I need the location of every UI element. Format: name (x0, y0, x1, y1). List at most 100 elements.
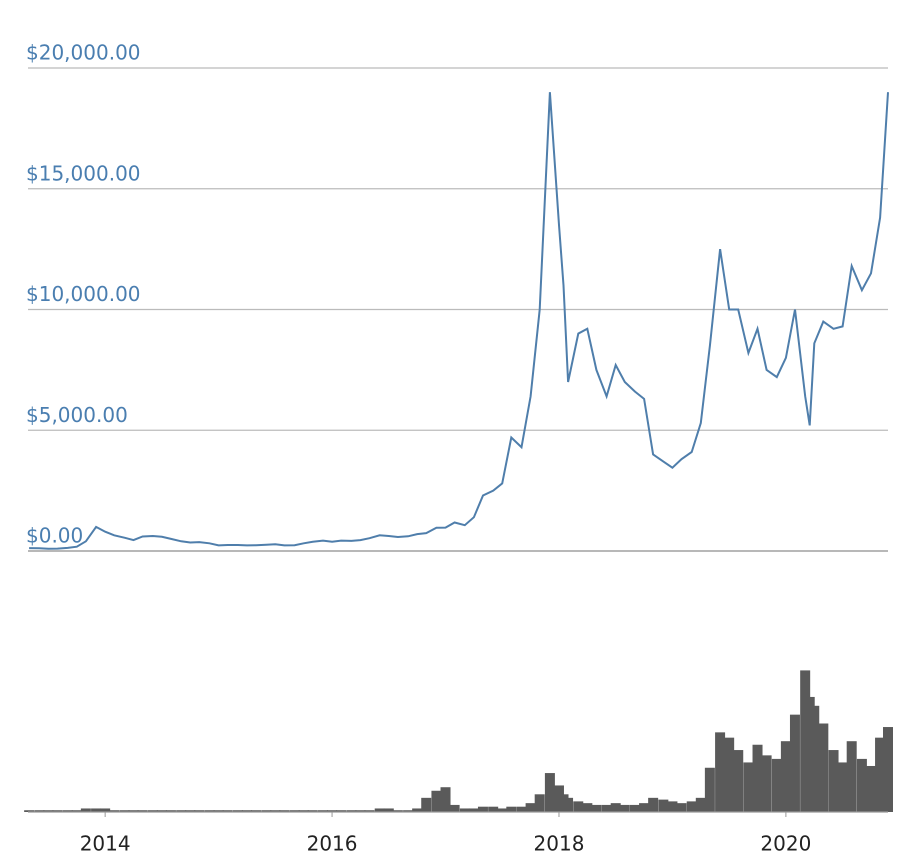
volume-bar (837, 762, 848, 812)
volume-bar (619, 804, 630, 812)
volume-bar (317, 810, 328, 812)
volume-bar (658, 799, 669, 812)
volume-bar (251, 810, 262, 812)
volume-bar (194, 810, 205, 812)
volume-bar (695, 797, 706, 812)
volume-bar (883, 727, 893, 812)
volume-bar (856, 758, 867, 812)
volume-bar (477, 806, 488, 812)
y-tick-label: $20,000.00 (26, 41, 141, 65)
volume-bar (165, 810, 176, 812)
volume-bar (818, 723, 829, 812)
volume-bar (449, 804, 460, 812)
volume-bar (374, 808, 385, 812)
volume-bar (62, 810, 73, 812)
volume-bar (743, 762, 754, 812)
volume-bar (403, 810, 414, 812)
volume-bar (327, 810, 338, 812)
volume-bar (544, 773, 555, 812)
volume-bar (431, 790, 442, 812)
volume-bar (52, 810, 63, 812)
volume-bar (648, 797, 659, 812)
volume-bar (875, 737, 886, 812)
volume-bar (213, 810, 224, 812)
volume-bar (222, 810, 233, 812)
volume-bar (232, 810, 243, 812)
volume-bar (279, 810, 290, 812)
volume-bar (591, 804, 602, 812)
volume-bar (865, 765, 876, 812)
x-tick-label: 2014 (80, 832, 131, 856)
volume-bar (307, 810, 318, 812)
volume-bar (676, 803, 687, 812)
volume-bar (270, 810, 281, 812)
volume-bar (846, 741, 857, 812)
volume-bar (563, 797, 574, 812)
volume-bar (828, 750, 839, 812)
volume-bar (128, 810, 139, 812)
volume-bar (346, 810, 357, 812)
volume-bar (71, 810, 82, 812)
volume-bar (364, 810, 375, 812)
volume-bar (601, 804, 612, 812)
y-tick-label: $15,000.00 (26, 161, 141, 185)
volume-bar (582, 803, 593, 812)
volume-bar (629, 804, 640, 812)
volume-bar (383, 808, 394, 812)
y-tick-label: $5,000.00 (26, 403, 128, 427)
volume-bar (204, 810, 215, 812)
volume-bar (525, 803, 536, 812)
volume-bar (704, 767, 715, 812)
volume-bar (534, 794, 545, 812)
volume-bar (440, 787, 451, 812)
volume-bar (667, 801, 678, 812)
volume-bar (298, 810, 309, 812)
volume-bar (780, 741, 791, 812)
volume-bar (147, 810, 158, 812)
volume-bar (100, 808, 111, 812)
volume-bar (761, 755, 772, 812)
volume-bar (43, 810, 54, 812)
volume-bar (459, 808, 470, 812)
price-line (29, 92, 889, 550)
volume-bar (789, 714, 800, 812)
volume-bar (724, 737, 735, 812)
x-tick-label: 2016 (307, 832, 358, 856)
volume-bar (506, 806, 517, 812)
volume-bar (573, 801, 584, 812)
y-tick-label: $10,000.00 (26, 282, 141, 306)
volume-bar (24, 810, 35, 812)
volume-bar (752, 744, 763, 812)
volume-bar (109, 810, 120, 812)
volume-bar (686, 801, 697, 812)
y-tick-label: $0.00 (26, 524, 83, 548)
volume-bar (91, 808, 102, 812)
x-tick-label: 2020 (760, 832, 811, 856)
volume-bar (137, 810, 148, 812)
volume-bar (516, 806, 527, 812)
volume-bar (421, 797, 432, 812)
volume-bar (336, 810, 347, 812)
volume-bar (156, 810, 167, 812)
volume-bar (119, 810, 130, 812)
volume-bar (639, 803, 650, 812)
volume-bar (715, 732, 726, 812)
x-tick-label: 2018 (534, 832, 585, 856)
volume-bar (80, 808, 91, 812)
volume-bar (241, 810, 252, 812)
volume-bar (488, 806, 499, 812)
volume-bar (289, 810, 300, 812)
volume-bar (176, 810, 187, 812)
volume-bar (771, 758, 782, 812)
volume-bar (355, 810, 366, 812)
volume-bar (809, 705, 820, 812)
volume-bar (185, 810, 196, 812)
volume-bar (261, 810, 272, 812)
volume-bar (497, 808, 508, 812)
volume-bar (468, 808, 479, 812)
volume-bar (34, 810, 45, 812)
volume-bar (610, 803, 621, 812)
volume-bar (733, 750, 744, 812)
volume-bar (392, 810, 403, 812)
